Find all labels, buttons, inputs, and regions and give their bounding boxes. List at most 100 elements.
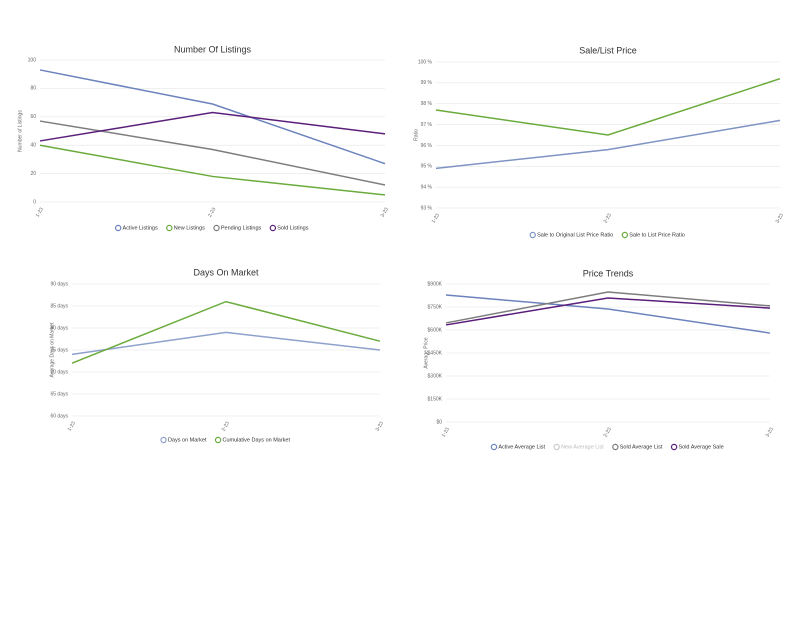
series-line [71, 300, 381, 364]
y-tick-label: 99 % [421, 80, 433, 86]
series-line [445, 291, 771, 324]
y-tick-label: $900K [428, 281, 443, 287]
y-tick-label: $300K [428, 373, 443, 379]
y-tick-label: 93 % [421, 205, 433, 211]
legend-item[interactable]: New Listings [166, 224, 205, 232]
x-tick-label: 1-23 [67, 420, 77, 432]
y-tick-label: 60 [30, 114, 36, 120]
y-tick-label: 80 [30, 86, 36, 92]
series-line [39, 120, 386, 186]
y-tick-label: 96 % [421, 143, 433, 149]
x-tick-label: 1-23 [441, 426, 451, 438]
legend-marker [670, 443, 678, 451]
x-tick-label: 1-23 [35, 206, 45, 218]
legend-marker [490, 443, 498, 451]
x-tick-label: 3-23 [765, 426, 775, 438]
chart-title: Number Of Listings [174, 44, 252, 54]
chart-panel: Days On Market Average Days on Market 60 d… [49, 267, 385, 443]
y-tick-label: 0 [33, 199, 36, 205]
y-axis-label: Number of Listings [17, 110, 23, 152]
legend-item[interactable]: Sale to Original List Price Ratio [529, 231, 613, 239]
legend-marker [166, 224, 173, 232]
legend-label: New Average List [561, 444, 604, 450]
legend-item[interactable]: Sold Listings [269, 224, 309, 232]
y-tick-label: $150K [428, 396, 443, 402]
series-line [435, 119, 781, 170]
y-axis-label: Ratio [413, 129, 419, 141]
legend-marker [529, 231, 536, 239]
legend-label: Sold Average List [620, 444, 663, 450]
legend-item[interactable]: Sold Average List [612, 443, 663, 451]
legend-item[interactable]: New Average List [553, 443, 604, 451]
legend-marker [213, 224, 220, 232]
y-tick-label: $750K [428, 304, 443, 310]
x-tick-label: 3-23 [375, 420, 385, 432]
legend-item[interactable]: Active Average List [490, 443, 546, 451]
legend-marker [114, 224, 122, 232]
legend-label: Active Listings [123, 225, 158, 231]
legend-item[interactable]: Days on Market [160, 436, 207, 444]
x-tick-label: 2-23 [603, 426, 613, 438]
x-tick-label: 2-23 [207, 206, 217, 218]
legend-label: Sold Listings [277, 225, 308, 231]
legend-label: New Listings [174, 225, 205, 231]
x-tick-label: 3-23 [775, 212, 785, 224]
y-tick-label: 95 % [421, 164, 433, 170]
y-tick-label: 100 % [418, 59, 433, 65]
y-tick-label: 97 % [421, 122, 433, 128]
legend-marker [214, 436, 222, 444]
legend-marker [612, 443, 619, 451]
legend-item[interactable]: Sale to List Price Ratio [621, 231, 685, 239]
chart-title: Days On Market [193, 267, 259, 277]
legend-label: Cumulative Days on Market [222, 437, 290, 443]
x-tick-label: 2-23 [221, 420, 231, 432]
y-tick-label: 90 days [50, 281, 68, 287]
y-tick-label: $600K [428, 327, 443, 333]
series-line [39, 69, 386, 165]
y-tick-label: 20 [30, 171, 36, 177]
legend-marker [160, 436, 167, 444]
x-tick-label: 3-23 [380, 206, 390, 218]
chart-panel: Sale/List Price Ratio 93 % 94 % 95 % 96 % 97 %… [413, 45, 785, 238]
legend-marker [269, 224, 277, 232]
series-line [445, 294, 771, 334]
y-tick-label: 98 % [421, 101, 433, 107]
legend-marker [621, 231, 629, 239]
legend-label: Pending Listings [221, 225, 262, 231]
chart-panel: Number Of Listings Number of Listings 0 20 4… [17, 44, 390, 231]
legend-label: Active Average List [498, 444, 545, 450]
y-tick-label: 65 days [50, 391, 68, 397]
y-tick-label: $0 [436, 419, 442, 425]
y-tick-label: 85 days [50, 303, 68, 309]
chart-panel: Price Trends Average Price $0 $150K $300K $45… [423, 268, 775, 450]
y-tick-label: 40 [30, 143, 36, 149]
legend-marker [553, 443, 560, 451]
legend-item[interactable]: Cumulative Days on Market [214, 436, 291, 444]
legend-label: Sale to Original List Price Ratio [537, 232, 613, 238]
legend-label: Sale to List Price Ratio [629, 232, 685, 238]
legend-item[interactable]: Sold Average Sale [670, 443, 724, 451]
series-line [71, 331, 381, 356]
series-line [445, 297, 771, 326]
x-tick-label: 2-23 [603, 212, 613, 224]
y-tick-label: 60 days [50, 413, 68, 419]
y-axis-label: Average Days on Market [49, 322, 55, 378]
y-tick-label: 100 [28, 57, 37, 63]
series-line [435, 77, 781, 136]
legend-item[interactable]: Pending Listings [213, 224, 262, 232]
y-tick-label: 80 days [50, 325, 68, 331]
y-axis-label: Average Price [423, 337, 429, 369]
chart-title: Sale/List Price [579, 45, 637, 55]
y-tick-label: 70 days [50, 369, 68, 375]
x-tick-label: 1-23 [431, 212, 441, 224]
legend-item[interactable]: Active Listings [114, 224, 158, 232]
series-line [39, 144, 386, 196]
y-tick-label: 94 % [421, 184, 433, 190]
legend-label: Sold Average Sale [678, 444, 723, 450]
series-line [39, 111, 386, 142]
chart-title: Price Trends [583, 268, 634, 278]
y-tick-label: $450K [428, 350, 443, 356]
y-tick-label: 75 days [50, 347, 68, 353]
legend-label: Days on Market [168, 437, 207, 443]
